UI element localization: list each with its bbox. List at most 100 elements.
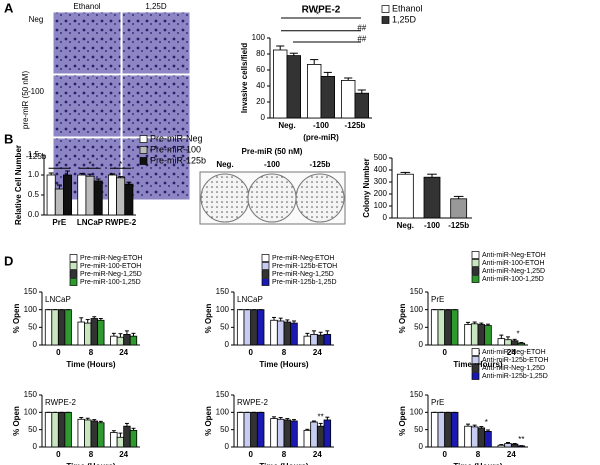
legend-label: Pre-miR-125b-1,25D: [272, 279, 337, 286]
y-tick-label: 100: [24, 407, 38, 416]
y-tick-label: 150: [410, 287, 424, 296]
plate-label: -125b: [310, 160, 331, 169]
legend-swatch: [69, 278, 78, 286]
y-axis-label: % Open: [12, 406, 21, 436]
bar: [430, 309, 439, 346]
bar: [93, 180, 103, 216]
legend-swatch: [139, 146, 148, 154]
y-tick-label: 50: [414, 322, 423, 331]
column-header: Ethanol: [73, 2, 100, 11]
y-tick-label: 150: [24, 287, 38, 296]
row-label: -125b: [26, 152, 47, 161]
legend-label: Pre-miR-100: [150, 144, 201, 154]
bar: [54, 188, 64, 216]
micrographs: [52, 11, 191, 201]
legend-swatch: [261, 278, 270, 286]
x-axis-label: Time (Hours): [259, 462, 309, 465]
x-axis-label: (pre-miR): [303, 133, 339, 142]
bar: [116, 336, 125, 346]
y-tick-label: 50: [220, 322, 229, 331]
bar: [477, 324, 486, 346]
y-tick-label: 40: [256, 81, 265, 90]
x-tick-label: 24: [119, 348, 128, 357]
bar: [464, 324, 472, 346]
y-axis-label: % Open: [398, 406, 407, 436]
bar: [90, 318, 98, 346]
legend-swatch: [471, 259, 480, 267]
bar: [316, 425, 325, 448]
y-tick-label: 500: [374, 153, 388, 162]
bar: [450, 411, 459, 448]
cell-line-label: LNCaP: [45, 295, 71, 304]
legend-label: 1,25D: [392, 14, 417, 24]
cell-line-label: RWPE-2: [45, 398, 77, 407]
legend-swatch: [69, 270, 78, 278]
bar: [316, 334, 325, 346]
bar: [283, 321, 292, 346]
y-tick-label: 300: [374, 177, 388, 186]
cell-line-label: PrE: [431, 295, 444, 304]
bar: [470, 426, 479, 448]
y-tick-label: 0: [33, 442, 38, 451]
legend-swatch: [139, 157, 148, 165]
y-tick-label: 150: [216, 287, 230, 296]
bar: [306, 64, 322, 119]
legend-swatch: [381, 16, 390, 24]
bar: [437, 411, 446, 448]
legend-label: Pre-miR-100-ETOH: [80, 263, 141, 270]
annotation: *: [88, 160, 91, 169]
bar: [129, 429, 138, 448]
y-tick-label: 100: [410, 305, 424, 314]
bar: [290, 420, 298, 448]
bar: [250, 411, 258, 448]
bar: [129, 335, 138, 346]
y-tick-label: 150: [24, 390, 38, 399]
x-tick-label: 8: [89, 450, 94, 459]
x-tick-label: 0: [56, 348, 61, 357]
plate-label: -100: [264, 160, 281, 169]
legend-swatch: [471, 267, 480, 275]
bar: [84, 322, 92, 346]
bar: [423, 176, 441, 219]
bar: [517, 342, 526, 346]
bar: [243, 309, 252, 346]
x-tick-label: 24: [313, 450, 322, 459]
chart-title: RWPE-2: [302, 5, 341, 16]
bar: [444, 309, 452, 346]
column-header: 1,25D: [145, 2, 167, 11]
bar: [517, 445, 526, 448]
legend-label: Pre-miR-Neg-1,25D: [80, 271, 142, 278]
x-axis-label: Time (Hours): [453, 462, 503, 465]
legend-swatch: [471, 356, 480, 364]
annotation: *: [58, 160, 61, 169]
legend-label: Ethanol: [392, 3, 423, 13]
y-tick-label: 1.0: [28, 170, 40, 179]
y-tick-label: 0.0: [28, 210, 40, 219]
x-tick-label: 0: [442, 450, 447, 459]
x-tick-label: RWPE-2: [105, 218, 137, 227]
bar: [124, 183, 134, 216]
cell-line-label: LNCaP: [237, 295, 263, 304]
bar: [63, 174, 72, 216]
plate-header: Pre-miR (50 nM): [242, 147, 303, 156]
y-axis-label: Relative Cell Number: [14, 145, 23, 225]
x-axis-label: Time (Hours): [259, 360, 309, 369]
y-tick-label: 100: [374, 201, 388, 210]
bar: [497, 338, 506, 346]
y-tick-label: 20: [256, 97, 265, 106]
bar: [123, 425, 131, 448]
legend-label: Anti-miR-125b-ETOH: [482, 357, 548, 364]
cell-line-label: PrE: [431, 398, 444, 407]
y-tick-label: 0: [383, 213, 388, 222]
x-tick-label: 24: [313, 348, 322, 357]
y-axis-label: Colony Number: [362, 158, 371, 218]
bar: [256, 411, 265, 448]
x-tick-label: Neg.: [397, 221, 414, 230]
bar: [272, 49, 288, 119]
legend-label: Anti-miR-Neg-ETOH: [482, 252, 546, 259]
legend-label: Anti-miR-Neg-1,25D: [482, 365, 545, 372]
legend-swatch: [381, 5, 390, 13]
y-tick-label: 60: [256, 65, 265, 74]
bar: [57, 411, 66, 448]
